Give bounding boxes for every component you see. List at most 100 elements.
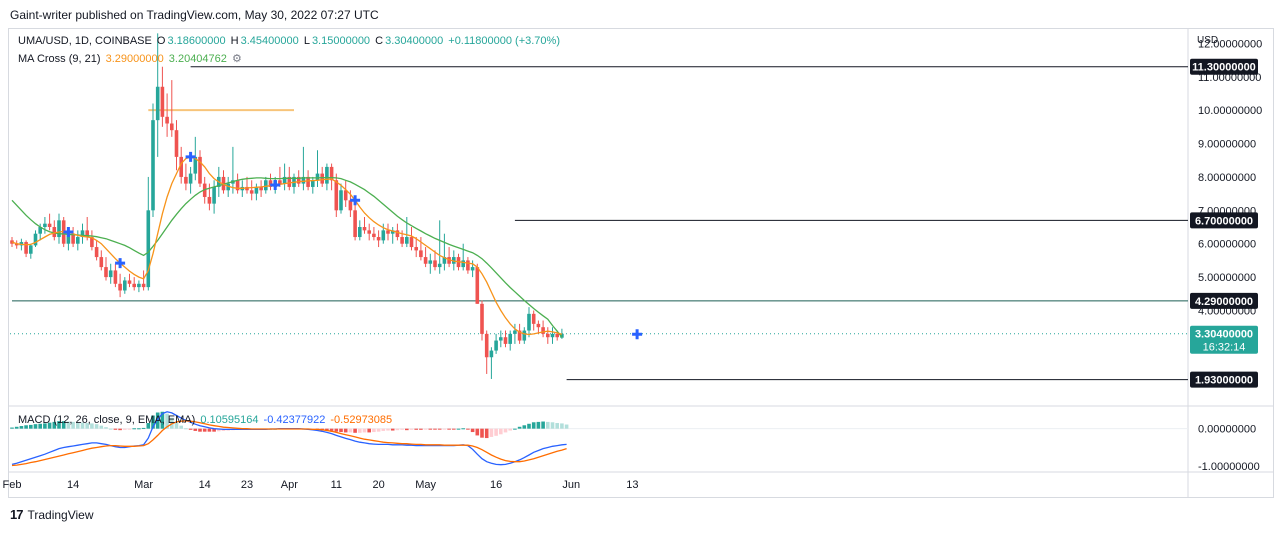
y-tick-label: 5.00000000 [1198,272,1256,284]
ma-slow-line [11,176,563,338]
candle-body [348,200,353,211]
macd-hist-bar [362,428,367,433]
macd-hist-bar [38,423,42,429]
y-axis-unit: USD [1197,35,1218,46]
symbol-label[interactable]: UMA/USD, 1D, COINBASE [18,35,152,47]
candle-body [141,283,146,288]
macd-title[interactable]: MACD (12, 26, close, 9, EMA, EMA) [18,414,196,426]
macd-hist-bar [513,428,517,430]
tradingview-logo-icon[interactable]: 17 [10,507,24,522]
candle-body [536,323,541,328]
candle-body [395,230,400,238]
macd-hist-bar [475,428,480,436]
macd-hist-bar [334,428,339,432]
ma-title[interactable]: MA Cross (9, 21) [18,53,101,65]
candle-body [437,263,442,268]
settings-icon[interactable]: ⚙ [231,53,242,65]
macd-hist-bar [531,422,536,429]
macd-hist-bar [24,425,28,429]
candle-body [447,257,451,264]
macd-hist-bar [400,428,404,430]
candle-body [541,327,545,334]
macd-hist-bar [325,428,329,431]
macd-hist-bar [85,423,89,429]
macd-hist-bar [343,428,348,433]
candle-body [499,337,503,341]
candle-body [245,186,249,191]
macd-hist-bar [395,428,400,431]
macd-hist-bar [564,424,569,429]
macd-hist-bar [94,424,99,429]
macd-hist-bar [57,421,61,429]
x-tick-label: Mar [134,479,153,491]
macd-hist-bar [423,428,428,430]
level-price-label-bg [1190,371,1258,388]
candle-body [546,333,550,338]
macd-hist-bar [217,428,221,432]
candle-body [47,223,52,228]
footer-brand[interactable]: TradingView [27,507,94,522]
candle-body [118,283,122,291]
macd-hist-bar [188,428,193,430]
low-label: L [303,35,310,47]
candle-body [362,227,367,231]
macd-hist-bar [179,425,183,429]
macd-hist-bar [202,428,207,432]
candle-body [264,180,268,191]
candle-body [296,176,301,184]
macd-hist-bar [522,425,527,429]
candle-body [372,233,376,238]
candle-body [104,267,108,278]
candle-body [80,230,85,238]
candle-body [560,333,564,338]
candle-body [193,156,198,174]
candle-body [353,210,357,238]
candle-body [405,237,409,244]
macd-hist-bar [29,424,33,429]
macd-hist-bar [386,428,390,431]
candle-body [94,247,99,258]
candle-body [249,190,254,194]
macd-hist-bar [10,427,14,429]
candle-body [517,330,522,341]
ma-legend: MA Cross (9, 21) 3.29000000 3.20404762 ⚙ [18,52,244,65]
macd-hist-bar [484,428,489,439]
macd-hist-bar [447,428,451,430]
macd-hist-bar [452,428,456,430]
macd-hist-bar [14,426,19,429]
candle-body [555,333,559,338]
candle-body [282,176,287,184]
candle-body [339,190,343,211]
candle-body [400,237,404,244]
candle-body [113,270,118,284]
candle-body [212,186,216,204]
open-value: 3.18600000 [167,35,226,47]
candle-body [76,237,80,244]
macd-hist-bar [546,421,550,429]
candle-body [315,173,320,181]
candle-body [301,176,306,184]
candle-body [325,166,329,184]
macd-hist-bar [155,412,160,429]
macd-hist-bar [376,428,381,432]
macd-hist-bar [99,425,104,429]
last-price-label: 3.30400000 [1195,329,1253,341]
candle-body [146,210,151,288]
ohlc-legend: UMA/USD, 1D, COINBASE O 3.18600000 H 3.454… [18,35,562,47]
macd-hist-bar [160,411,165,429]
candle-body [127,280,132,284]
x-tick-label: Feb [3,479,22,491]
candle-body [508,333,512,344]
y-tick-label: 9.00000000 [1198,139,1256,151]
candle-body [494,340,498,351]
macd-hist-bar [118,428,122,431]
x-tick-label: 14 [67,479,79,491]
candle-body [320,173,324,184]
candle-body [503,337,508,344]
candle-body [137,283,141,288]
macd-hist-bar [381,428,386,431]
high-value: 3.45400000 [240,35,299,47]
macd-hist-bar [433,428,437,430]
macd-hist-bar [536,421,541,429]
